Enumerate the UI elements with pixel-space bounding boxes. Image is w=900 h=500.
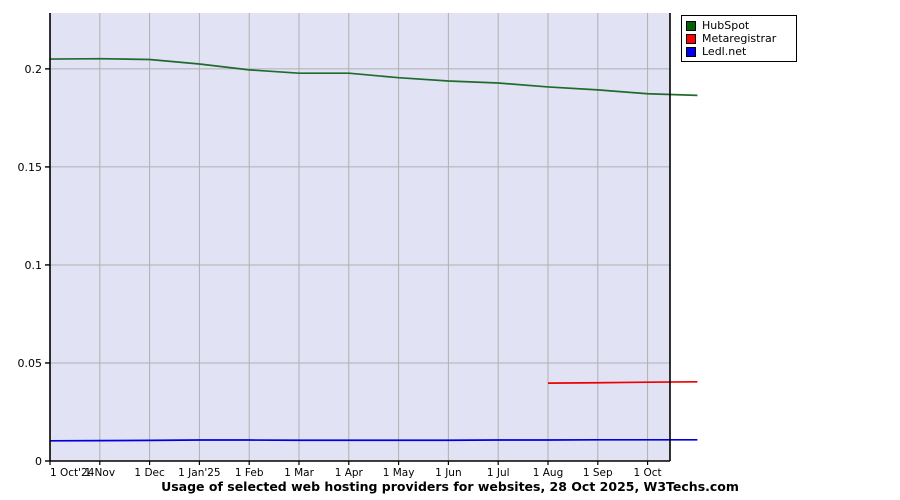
legend-item-metaregistrar: Metaregistrar	[686, 32, 790, 45]
y-tick-label: 0	[35, 455, 42, 468]
legend-label-ledl: Ledl.net	[702, 45, 747, 58]
y-tick-label: 0.05	[18, 357, 43, 370]
legend-swatch-ledl	[686, 46, 696, 57]
series-line-metaregistrar	[547, 380, 698, 385]
x-tick-label: 1 Sep	[583, 467, 613, 479]
x-tick-label: 1 May	[383, 467, 415, 479]
x-gridlines	[99, 13, 649, 461]
y-axis-ticks: 0 0.05 0.1 0.15 0.2	[18, 63, 50, 468]
x-tick-label: 1 Dec	[134, 467, 165, 479]
x-tick-label: 1 Feb	[235, 467, 264, 479]
plot-background	[50, 13, 670, 461]
series-line-hubspot	[49, 57, 698, 97]
y-tick-label: 0.2	[25, 63, 43, 76]
x-tick-label: 1 Apr	[335, 467, 364, 479]
legend-swatch-metaregistrar	[686, 33, 696, 44]
x-axis-ticks: 1 Oct'241 Nov 1 Dec 1 Jan'25 1 Feb 1 Mar 1 Ap…	[49, 461, 662, 479]
y-gridlines	[50, 68, 670, 364]
x-tick-label: 1 Jan'25	[178, 467, 220, 479]
y-tick-label: 0.1	[25, 259, 43, 272]
legend-label-hubspot: HubSpot	[702, 19, 750, 32]
x-tick-label: 1 Oct	[633, 467, 661, 479]
x-tick-label: 1 Nov	[85, 467, 116, 479]
legend-label-metaregistrar: Metaregistrar	[702, 32, 777, 45]
series-line-ledl-net	[49, 438, 698, 442]
x-tick-label: 1 Aug	[533, 467, 564, 479]
y-tick-label: 0.15	[18, 161, 43, 174]
legend-item-hubspot: HubSpot	[686, 19, 790, 32]
x-tick-label: 1 Jun	[435, 467, 461, 479]
data-series-group	[49, 57, 698, 442]
chart-caption: Usage of selected web hosting providers …	[161, 479, 739, 494]
legend-item-ledl: Ledl.net	[686, 45, 790, 58]
x-tick-label: 1 Oct'24	[50, 467, 95, 479]
x-tick-label: 1 Mar	[284, 467, 315, 479]
legend-swatch-hubspot	[686, 20, 696, 31]
x-tick-label: 1 Jul	[487, 467, 510, 479]
chart-legend: HubSpot Metaregistrar Ledl.net	[681, 15, 797, 62]
